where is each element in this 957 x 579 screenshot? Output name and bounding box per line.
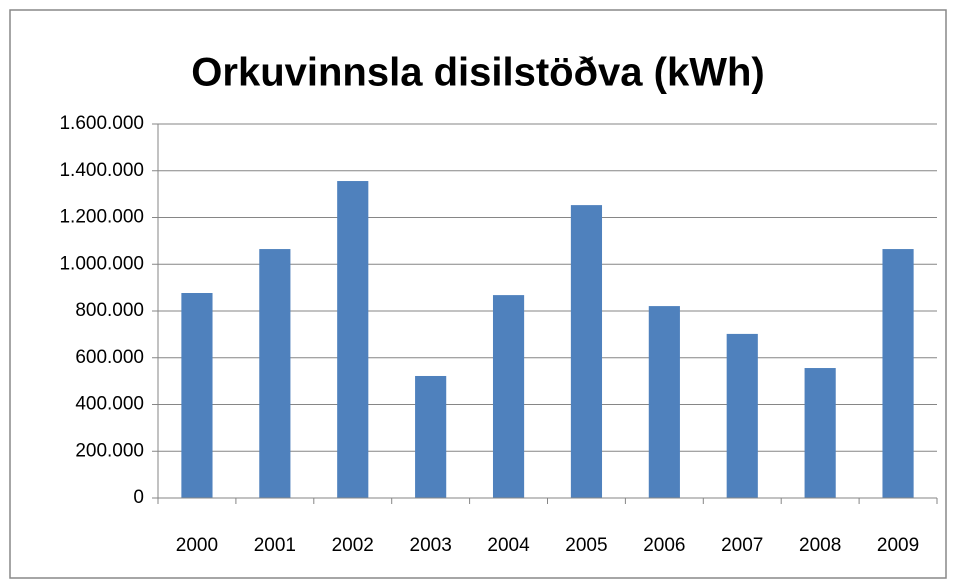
chart-frame — [9, 9, 947, 579]
x-tick-label: 2003 — [410, 535, 452, 556]
x-tick-label: 2000 — [176, 535, 218, 556]
chart-title: Orkuvinnsla disilstöðva (kWh) — [191, 51, 764, 95]
y-tick-label: 800.000 — [75, 300, 144, 321]
y-tick-label: 600.000 — [75, 347, 144, 368]
bar — [181, 293, 213, 498]
bar — [415, 375, 447, 498]
y-tick-label: 400.000 — [75, 394, 144, 415]
y-tick-label: 0 — [133, 487, 144, 508]
x-tick-label: 2009 — [877, 535, 919, 556]
bar — [337, 181, 369, 498]
y-tick-label: 1.000.000 — [59, 253, 144, 274]
y-tick-label: 1.400.000 — [59, 160, 144, 181]
x-tick-label: 2004 — [487, 535, 530, 556]
x-tick-label: 2006 — [643, 535, 685, 556]
bar — [570, 205, 603, 498]
x-tick-label: 2002 — [332, 535, 374, 556]
y-tick-label: 200.000 — [75, 440, 144, 461]
bar — [492, 295, 525, 498]
bar — [882, 249, 914, 498]
bar — [726, 333, 758, 498]
bar — [804, 368, 836, 498]
x-tick-label: 2008 — [799, 535, 841, 556]
y-tick-label: 1.200.000 — [59, 207, 144, 228]
x-tick-label: 2001 — [254, 535, 296, 556]
x-tick-label: 2005 — [565, 535, 607, 556]
bar — [648, 306, 680, 498]
x-tick-label: 2007 — [721, 535, 763, 556]
bar — [259, 249, 291, 498]
y-tick-label: 1.600.000 — [59, 113, 144, 134]
